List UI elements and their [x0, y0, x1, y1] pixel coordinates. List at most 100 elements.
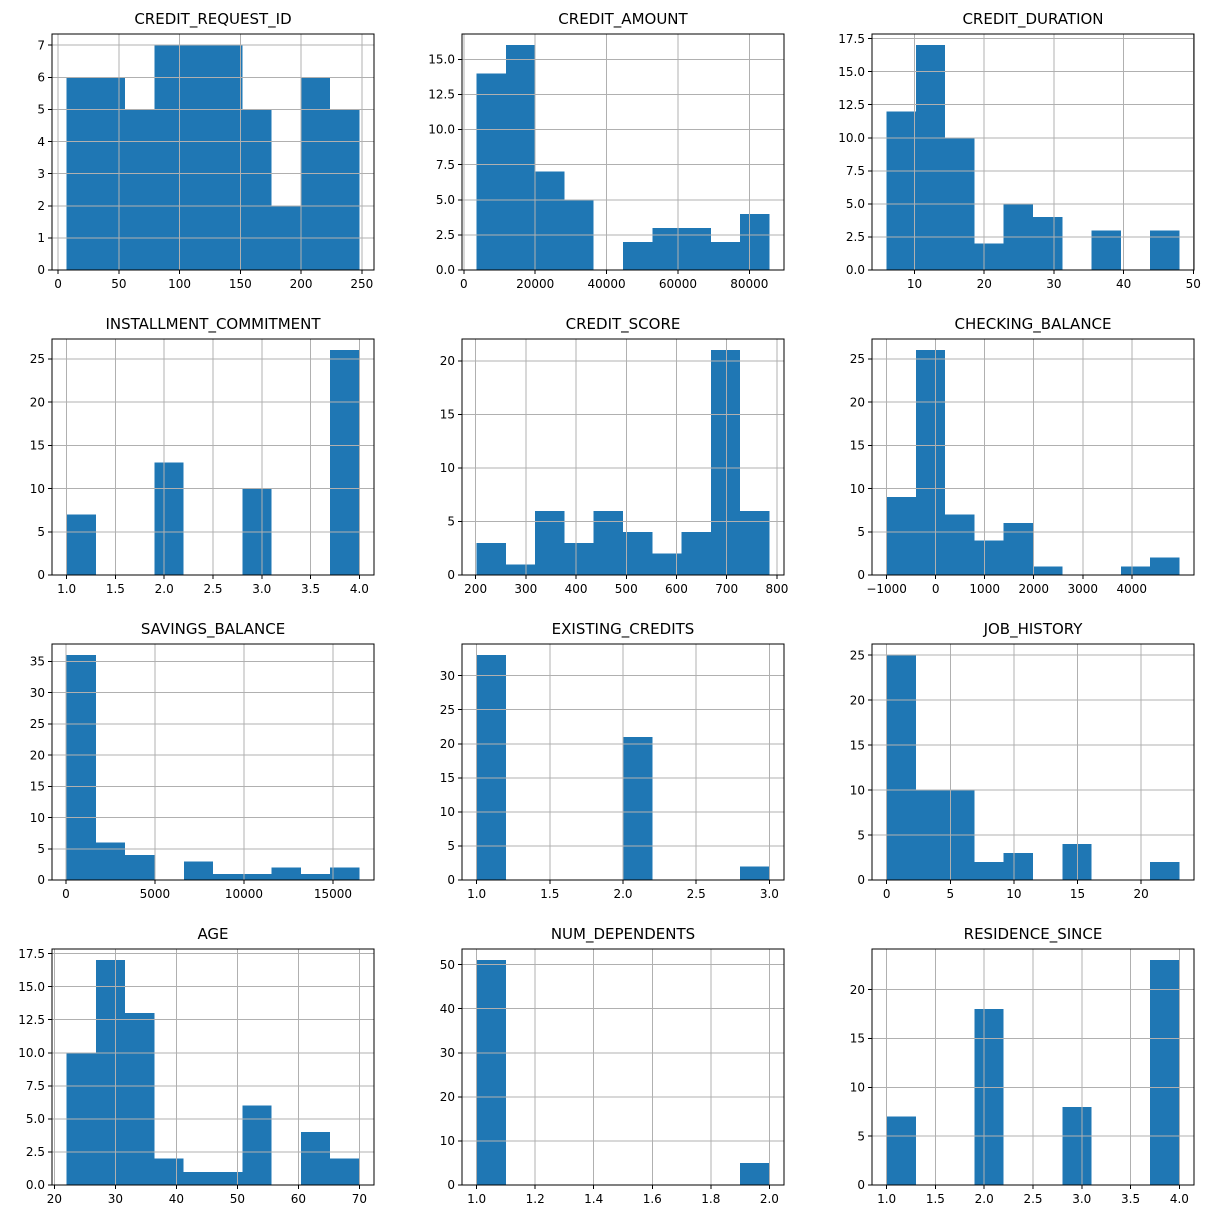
x-tick-label: 1.6: [643, 1192, 662, 1206]
y-tick-label: 0.0: [436, 263, 455, 277]
y-tick-label: 20: [440, 737, 455, 751]
x-tick-label: 500: [615, 582, 638, 596]
y-tick-label: 20: [850, 693, 865, 707]
hist-bar: [710, 241, 741, 270]
x-tick-label: 700: [715, 582, 738, 596]
hist-bar: [242, 109, 272, 271]
hist-bar: [125, 109, 155, 271]
y-tick-label: 15: [440, 408, 455, 422]
hist-bar: [213, 45, 243, 270]
subplot-credit-request-id: CREDIT_REQUEST_ID 0 50 100 150 200 250 0 1 2 3 4 5 6…: [0, 0, 410, 305]
y-tick-label: 4: [37, 135, 45, 149]
y-tick-label: 20: [440, 1090, 455, 1104]
x-tick-label: 50: [1186, 277, 1201, 291]
y-tick-label: 15.0: [18, 980, 45, 994]
x-tick-label: 1.0: [467, 1192, 486, 1206]
x-tick-label: 60000: [659, 277, 697, 291]
subplot-credit-score: CREDIT_SCORE 200 300 400 500 600 700 800 0 5 10 15…: [410, 305, 820, 610]
hist-bar: [476, 655, 506, 880]
x-tick-label: 4.0: [350, 582, 369, 596]
subplot-residence-since: RESIDENCE_SINCE 1.0 1.5 2.0 2.5 3.0 3.5 4.0 0 5 1…: [820, 915, 1231, 1220]
hist-bar: [974, 1009, 1004, 1185]
x-tick-label: 600: [665, 582, 688, 596]
x-tick-label: 0: [62, 887, 70, 901]
y-tick-label: 1: [37, 231, 45, 245]
y-tick-label: 2.5: [846, 230, 865, 244]
hist-bar: [505, 564, 536, 575]
x-tick-label: 300: [514, 582, 537, 596]
hist-bar: [886, 497, 916, 575]
y-tick-label: 20: [30, 748, 45, 762]
plot-frame: [871, 338, 1195, 576]
chart-title: AGE: [197, 925, 229, 943]
y-tick-label: 10: [850, 1080, 865, 1094]
hist-bar: [886, 1116, 916, 1185]
x-tick-label: −1000: [866, 582, 907, 596]
hist-bar: [974, 540, 1004, 575]
plot-frame: [461, 338, 785, 576]
x-tick-label: 5000: [140, 887, 171, 901]
x-tick-label: 1.5: [106, 582, 125, 596]
chart-title: CREDIT_REQUEST_ID: [134, 10, 292, 28]
hist-bar: [154, 1158, 184, 1185]
y-tick-label: 20: [850, 983, 865, 997]
hist-bar: [330, 1158, 360, 1185]
hist-bar: [242, 873, 272, 880]
hist-bar: [213, 1171, 243, 1185]
x-tick-label: 1.5: [540, 887, 559, 901]
histogram-canvas: 0 5 10 15 20 0 5 10 15 20 25: [850, 643, 1195, 901]
x-tick-label: 2.0: [155, 582, 174, 596]
x-tick-label: 40: [169, 1192, 184, 1206]
y-tick-label: 50: [440, 958, 455, 972]
x-tick-label: 3.0: [1072, 1192, 1091, 1206]
y-tick-label: 7.5: [436, 158, 455, 172]
plot-frame: [461, 33, 785, 271]
chart-title: EXISTING_CREDITS: [551, 620, 695, 638]
subplot-job-history: JOB_HISTORY 0 5 10 15 20 0 5 10 15 20 25: [820, 610, 1231, 915]
y-tick-label: 40: [440, 1002, 455, 1016]
y-tick-label: 5: [857, 1129, 865, 1143]
x-tick-label: 0: [54, 277, 62, 291]
histogram-canvas: 20 30 40 50 60 70 0.0 2.5 5.0 7.5 10.0 12.5 15.0 17.5: [18, 947, 375, 1206]
y-tick-label: 5: [37, 103, 45, 117]
y-tick-label: 10.0: [18, 1046, 45, 1060]
hist-bar: [974, 862, 1004, 880]
x-tick-label: 1000: [969, 582, 1000, 596]
y-tick-label: 0: [37, 568, 45, 582]
y-tick-label: 15: [440, 771, 455, 785]
y-tick-label: 2.5: [26, 1145, 45, 1159]
x-tick-label: 2.5: [1023, 1192, 1042, 1206]
x-tick-label: 1.0: [57, 582, 76, 596]
histogram-canvas: 0 20000 40000 60000 80000 0.0 2.5 5.0 7.5 10.0 12.…: [428, 33, 785, 291]
chart-title: CREDIT_SCORE: [565, 315, 681, 333]
hist-bar: [95, 960, 126, 1185]
chart-title: CHECKING_BALANCE: [954, 315, 1112, 333]
y-tick-label: 10.0: [428, 123, 455, 137]
y-tick-label: 12.5: [18, 1013, 45, 1027]
x-tick-label: 3000: [1067, 582, 1098, 596]
x-tick-label: 20000: [516, 277, 554, 291]
hist-bar: [476, 73, 506, 270]
plot-frame: [461, 948, 785, 1186]
y-tick-label: 0: [447, 873, 455, 887]
subplot-num-dependents: NUM_DEPENDENTS 1.0 1.2 1.4 1.6 1.8 2.0 0 10 20 30…: [410, 915, 820, 1220]
chart-title: CREDIT_AMOUNT: [558, 10, 688, 28]
x-tick-label: 15000: [314, 887, 352, 901]
x-tick-label: 800: [765, 582, 788, 596]
y-tick-label: 17.5: [18, 947, 45, 961]
hist-bar: [535, 510, 565, 575]
hist-bar: [915, 350, 946, 575]
chart-title: NUM_DEPENDENTS: [550, 925, 696, 943]
x-tick-label: 50: [230, 1192, 245, 1206]
hist-bar: [1033, 217, 1063, 270]
plot-frame: [51, 643, 375, 881]
histogram-canvas: 10 20 30 40 50 0.0 2.5 5.0 7.5 10.0 12.5 15.0 17.5: [838, 32, 1201, 291]
y-tick-label: 0: [447, 568, 455, 582]
hist-bar: [652, 227, 682, 270]
histogram-canvas: 1.0 1.5 2.0 2.5 3.0 3.5 4.0 0 5 10 15 20 25: [30, 338, 375, 596]
hist-bar: [476, 960, 506, 1185]
y-tick-label: 0: [37, 873, 45, 887]
chart-title: SAVINGS_BALANCE: [140, 620, 286, 638]
y-tick-label: 35: [30, 655, 45, 669]
hist-bar: [66, 655, 96, 880]
